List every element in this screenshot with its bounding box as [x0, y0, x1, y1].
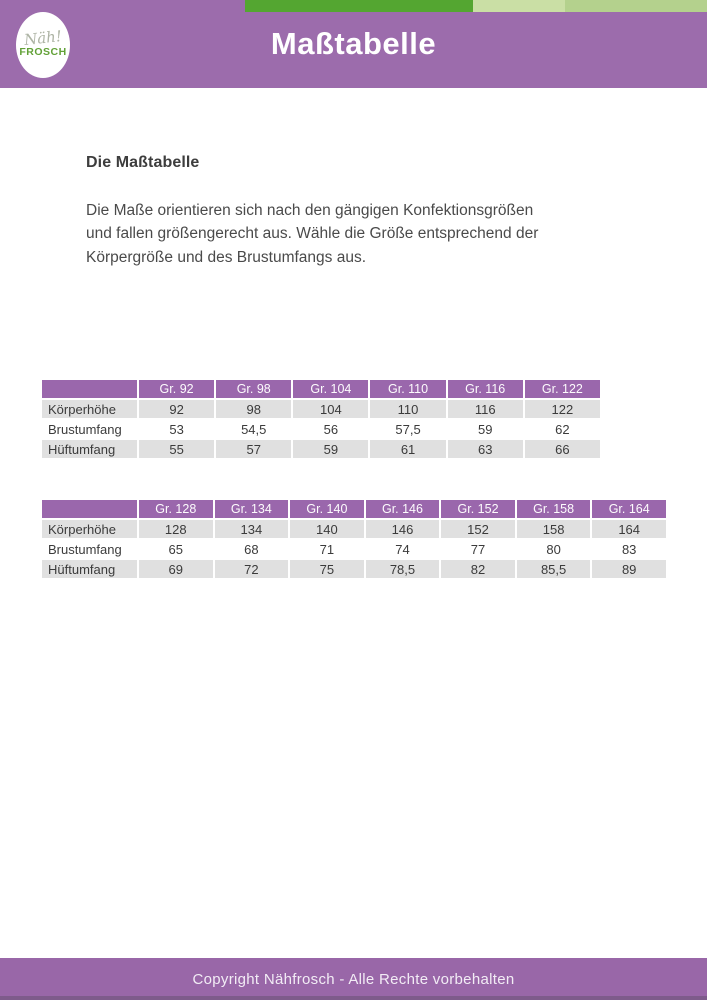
value-cell: 116 — [445, 398, 525, 420]
logo-brand-text: FROSCH — [19, 46, 67, 58]
value-cell: 59 — [291, 438, 371, 460]
value-cell: 71 — [288, 538, 366, 560]
value-cell: 158 — [514, 518, 593, 540]
intro-paragraph: Die Maße orientieren sich nach den gängi… — [86, 199, 538, 269]
value-cell: 164 — [590, 518, 668, 540]
value-cell: 92 — [136, 398, 217, 420]
value-cell: 110 — [368, 398, 448, 420]
value-cell: 69 — [137, 558, 215, 580]
section-heading: Die Maßtabelle — [86, 154, 200, 171]
row-label-cell: Brustumfang — [40, 418, 139, 440]
table-header-row: Gr. 92 Gr. 98 Gr. 104 Gr. 110 Gr. 116 Gr. 122 — [40, 378, 603, 400]
size-header-cell: Gr. 158 — [514, 498, 593, 520]
row-label-cell: Hüftumfang — [40, 558, 139, 580]
size-header-cell: Gr. 134 — [212, 498, 291, 520]
size-header-cell: Gr. 146 — [363, 498, 442, 520]
value-cell: 55 — [136, 438, 217, 460]
value-cell: 66 — [522, 438, 603, 460]
table-row: Hüftumfang 69 72 75 78,5 82 85,5 89 — [40, 558, 668, 580]
size-header-cell: Gr. 110 — [368, 378, 448, 400]
value-cell: 62 — [522, 418, 603, 440]
size-table-92-122: Gr. 92 Gr. 98 Gr. 104 Gr. 110 Gr. 116 Gr. 122… — [40, 378, 603, 460]
intro-line: Körpergröße und des Brustumfangs aus. — [86, 248, 367, 266]
value-cell: 85,5 — [514, 558, 593, 580]
value-cell: 61 — [368, 438, 448, 460]
value-cell: 75 — [288, 558, 366, 580]
value-cell: 57 — [214, 438, 294, 460]
corner-cell — [40, 378, 139, 400]
table-row: Körperhöhe 92 98 104 110 116 122 — [40, 398, 603, 420]
page-title: Maßtabelle — [270, 26, 437, 61]
value-cell: 63 — [445, 438, 525, 460]
size-header-cell: Gr. 116 — [445, 378, 525, 400]
value-cell: 152 — [439, 518, 517, 540]
value-cell: 56 — [291, 418, 371, 440]
row-label-cell: Körperhöhe — [40, 398, 139, 420]
value-cell: 77 — [439, 538, 517, 560]
value-cell: 82 — [439, 558, 517, 580]
accent-strip-pale-green — [473, 0, 565, 12]
row-label-cell: Brustumfang — [40, 538, 139, 560]
corner-cell — [40, 498, 139, 520]
table-header-row: Gr. 128 Gr. 134 Gr. 140 Gr. 146 Gr. 152 Gr. 1… — [40, 498, 668, 520]
size-table-128-164: Gr. 128 Gr. 134 Gr. 140 Gr. 146 Gr. 152 Gr. 1… — [40, 498, 668, 580]
row-label-cell: Hüftumfang — [40, 438, 139, 460]
table-row: Brustumfang 53 54,5 56 57,5 59 62 — [40, 418, 603, 440]
accent-strip-light-green — [565, 0, 707, 12]
page-footer: Copyright Nähfrosch - Alle Rechte vorbeh… — [0, 958, 707, 1000]
size-header-cell: Gr. 122 — [522, 378, 603, 400]
accent-strip-dark-green — [245, 0, 473, 12]
value-cell: 54,5 — [214, 418, 294, 440]
naehfrosch-logo: Näh! FROSCH — [16, 12, 70, 78]
size-header-cell: Gr. 98 — [214, 378, 294, 400]
value-cell: 57,5 — [368, 418, 448, 440]
table-row: Hüftumfang 55 57 59 61 63 66 — [40, 438, 603, 460]
size-header-cell: Gr. 152 — [439, 498, 517, 520]
value-cell: 72 — [212, 558, 291, 580]
size-header-cell: Gr. 104 — [291, 378, 371, 400]
value-cell: 128 — [137, 518, 215, 540]
value-cell: 140 — [288, 518, 366, 540]
value-cell: 83 — [590, 538, 668, 560]
footer-bottom-edge — [0, 996, 707, 1000]
page-header: Näh! FROSCH Maßtabelle — [0, 0, 707, 88]
value-cell: 59 — [445, 418, 525, 440]
copyright-text: Copyright Nähfrosch - Alle Rechte vorbeh… — [192, 971, 515, 988]
value-cell: 146 — [363, 518, 442, 540]
size-header-cell: Gr. 164 — [590, 498, 668, 520]
value-cell: 80 — [514, 538, 593, 560]
value-cell: 89 — [590, 558, 668, 580]
value-cell: 78,5 — [363, 558, 442, 580]
value-cell: 104 — [291, 398, 371, 420]
value-cell: 134 — [212, 518, 291, 540]
intro-line: Die Maße orientieren sich nach den gängi… — [86, 202, 534, 219]
row-label-cell: Körperhöhe — [40, 518, 139, 540]
size-header-cell: Gr. 92 — [136, 378, 217, 400]
value-cell: 65 — [137, 538, 215, 560]
value-cell: 53 — [136, 418, 217, 440]
table-row: Körperhöhe 128 134 140 146 152 158 164 — [40, 518, 668, 540]
size-header-cell: Gr. 140 — [288, 498, 366, 520]
intro-line: und fallen größengerecht aus. Wähle die … — [86, 225, 539, 243]
value-cell: 122 — [522, 398, 603, 420]
table-row: Brustumfang 65 68 71 74 77 80 83 — [40, 538, 668, 560]
size-header-cell: Gr. 128 — [137, 498, 215, 520]
value-cell: 68 — [212, 538, 291, 560]
value-cell: 98 — [214, 398, 294, 420]
value-cell: 74 — [363, 538, 442, 560]
